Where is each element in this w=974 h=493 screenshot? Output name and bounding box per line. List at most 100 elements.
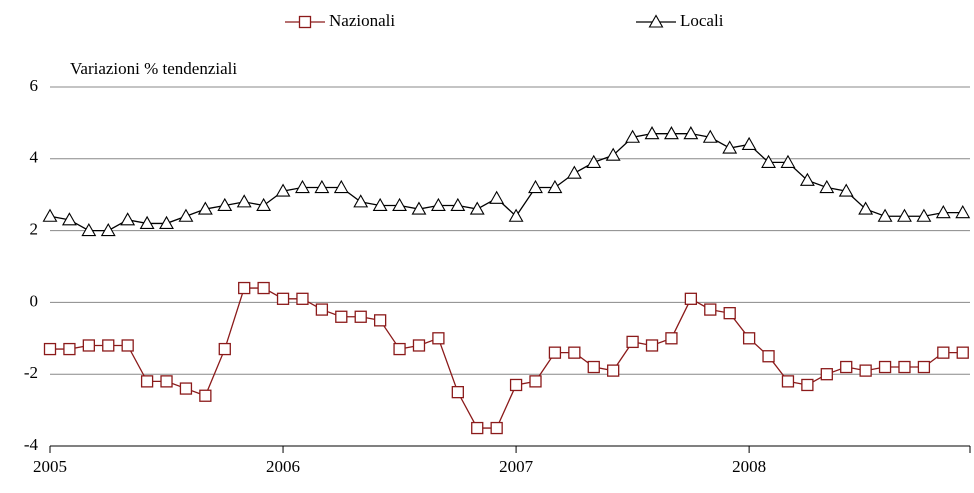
- marker: [139, 215, 155, 229]
- marker: [217, 197, 233, 212]
- marker: [547, 179, 563, 194]
- marker: [722, 140, 738, 154]
- marker: [471, 421, 484, 435]
- marker: [801, 378, 814, 392]
- marker: [42, 208, 58, 222]
- marker: [781, 375, 795, 388]
- marker: [838, 183, 854, 197]
- marker: [702, 129, 718, 143]
- marker: [102, 339, 115, 352]
- marker: [937, 346, 950, 359]
- x-tick-label: 2005: [33, 457, 67, 476]
- x-tick-label: 2008: [732, 457, 766, 476]
- marker: [878, 360, 892, 374]
- marker: [392, 197, 408, 212]
- marker: [568, 346, 581, 359]
- marker: [916, 208, 932, 222]
- marker: [179, 382, 193, 395]
- legend-marker: [298, 15, 312, 29]
- marker: [742, 332, 756, 345]
- marker: [218, 342, 231, 356]
- marker: [61, 212, 77, 226]
- marker: [372, 197, 388, 212]
- marker: [819, 179, 835, 194]
- marker: [81, 222, 97, 237]
- marker: [529, 375, 542, 388]
- marker: [451, 385, 464, 399]
- marker: [509, 378, 523, 392]
- x-tick-label: 2007: [499, 457, 534, 476]
- marker: [140, 375, 154, 388]
- y-tick-label: 6: [30, 76, 39, 95]
- marker: [373, 314, 387, 327]
- marker: [683, 126, 699, 140]
- marker: [935, 205, 951, 219]
- marker: [100, 222, 116, 237]
- marker: [625, 129, 641, 143]
- marker: [917, 360, 931, 374]
- marker: [490, 421, 503, 435]
- marker: [276, 292, 290, 305]
- marker: [430, 197, 446, 212]
- marker: [898, 360, 911, 374]
- marker: [665, 332, 678, 345]
- marker: [508, 208, 524, 222]
- marker: [780, 154, 796, 168]
- marker: [238, 281, 251, 295]
- marker: [566, 165, 582, 179]
- marker: [799, 172, 815, 186]
- marker: [723, 307, 736, 320]
- marker: [393, 342, 406, 356]
- marker: [199, 389, 212, 402]
- marker: [411, 201, 427, 215]
- marker: [859, 364, 872, 377]
- marker: [469, 201, 485, 215]
- marker: [354, 310, 367, 323]
- marker: [159, 215, 174, 229]
- marker: [840, 360, 853, 374]
- legend-label: Locali: [680, 11, 724, 30]
- x-tick-label: 2006: [266, 457, 300, 476]
- y-tick-label: 2: [30, 220, 39, 239]
- marker: [663, 126, 679, 140]
- y-tick-label: -2: [24, 363, 38, 382]
- y-tick-label: 4: [30, 148, 39, 167]
- marker: [762, 350, 775, 363]
- marker: [761, 154, 776, 168]
- marker: [160, 375, 173, 388]
- marker: [432, 332, 445, 345]
- marker: [121, 339, 134, 352]
- y-tick-label: -4: [24, 435, 39, 454]
- marker: [955, 205, 971, 219]
- legend-label: Nazionali: [329, 11, 395, 30]
- marker: [645, 339, 659, 352]
- marker: [605, 147, 621, 161]
- marker: [333, 179, 349, 194]
- marker: [489, 190, 505, 204]
- marker: [82, 339, 95, 352]
- marker: [528, 179, 543, 194]
- marker: [236, 194, 252, 208]
- marker: [626, 335, 639, 349]
- marker: [587, 360, 600, 374]
- series-line: [50, 287, 963, 429]
- marker: [684, 292, 698, 305]
- marker: [353, 194, 369, 208]
- marker: [120, 212, 136, 226]
- y-tick-label: 0: [30, 291, 39, 310]
- marker: [314, 179, 330, 194]
- marker: [586, 154, 602, 168]
- marker: [178, 208, 194, 222]
- marker: [295, 179, 310, 194]
- marker: [256, 197, 272, 212]
- marker: [43, 342, 57, 356]
- marker: [63, 342, 76, 356]
- marker: [877, 208, 893, 222]
- marker: [450, 197, 466, 212]
- marker: [257, 281, 270, 295]
- marker: [820, 368, 833, 381]
- marker: [275, 183, 291, 197]
- marker: [858, 201, 874, 215]
- marker: [412, 339, 426, 352]
- marker: [644, 126, 660, 140]
